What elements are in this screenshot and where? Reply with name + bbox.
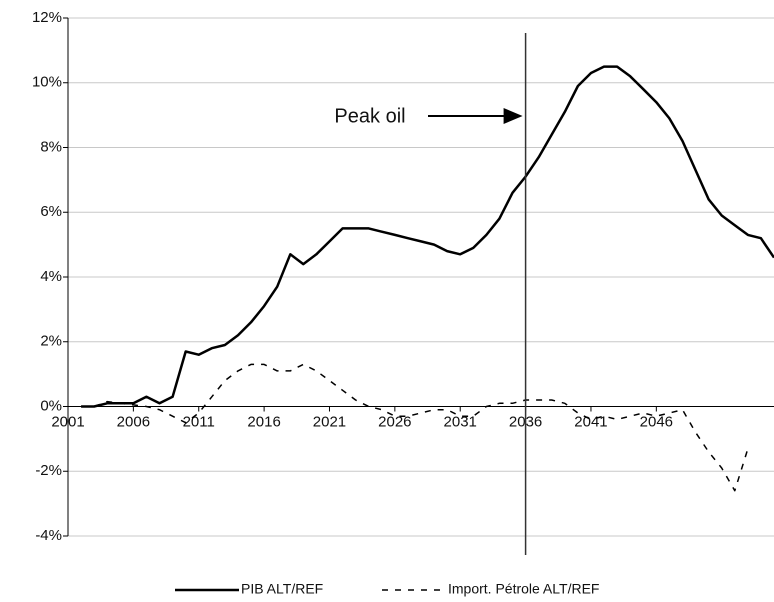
annotation-arrowhead	[503, 108, 523, 124]
series-line	[81, 363, 749, 492]
series-line	[81, 65, 774, 408]
x-tick-label: 2006	[117, 413, 150, 430]
x-tick-label: 2041	[574, 413, 607, 430]
y-tick-label: 6%	[40, 203, 62, 220]
x-tick-label: 2026	[378, 413, 411, 430]
y-tick-label: 10%	[32, 74, 62, 91]
y-tick-label: 4%	[40, 268, 62, 285]
y-tick-label: 0%	[40, 397, 62, 414]
y-tick-label: 8%	[40, 138, 62, 155]
annotation-text: Peak oil	[334, 105, 405, 127]
x-tick-label: 2021	[313, 413, 346, 430]
y-tick-label: 2%	[40, 333, 62, 350]
legend-label: PIB ALT/REF	[241, 581, 323, 597]
legend-label: Import. Pétrole ALT/REF	[448, 581, 599, 597]
y-tick-label: -2%	[35, 462, 62, 479]
y-tick-label: 12%	[32, 9, 62, 26]
annotation-bg	[315, 100, 425, 134]
y-tick-label: -4%	[35, 527, 62, 544]
x-tick-label: 2046	[640, 413, 673, 430]
x-tick-label: 2016	[247, 413, 280, 430]
x-tick-label: 2001	[51, 413, 84, 430]
x-tick-label: 2011	[183, 413, 215, 430]
x-tick-label: 2031	[444, 413, 477, 430]
